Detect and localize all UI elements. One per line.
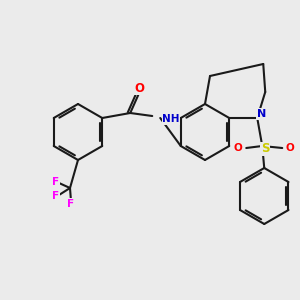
Text: S: S bbox=[261, 142, 269, 155]
Text: N: N bbox=[256, 109, 266, 119]
Text: O: O bbox=[234, 143, 243, 153]
Text: O: O bbox=[134, 82, 144, 94]
Text: F: F bbox=[52, 177, 60, 187]
Text: F: F bbox=[68, 199, 75, 209]
Text: F: F bbox=[52, 191, 60, 201]
Text: O: O bbox=[286, 143, 295, 153]
Text: NH: NH bbox=[162, 114, 180, 124]
